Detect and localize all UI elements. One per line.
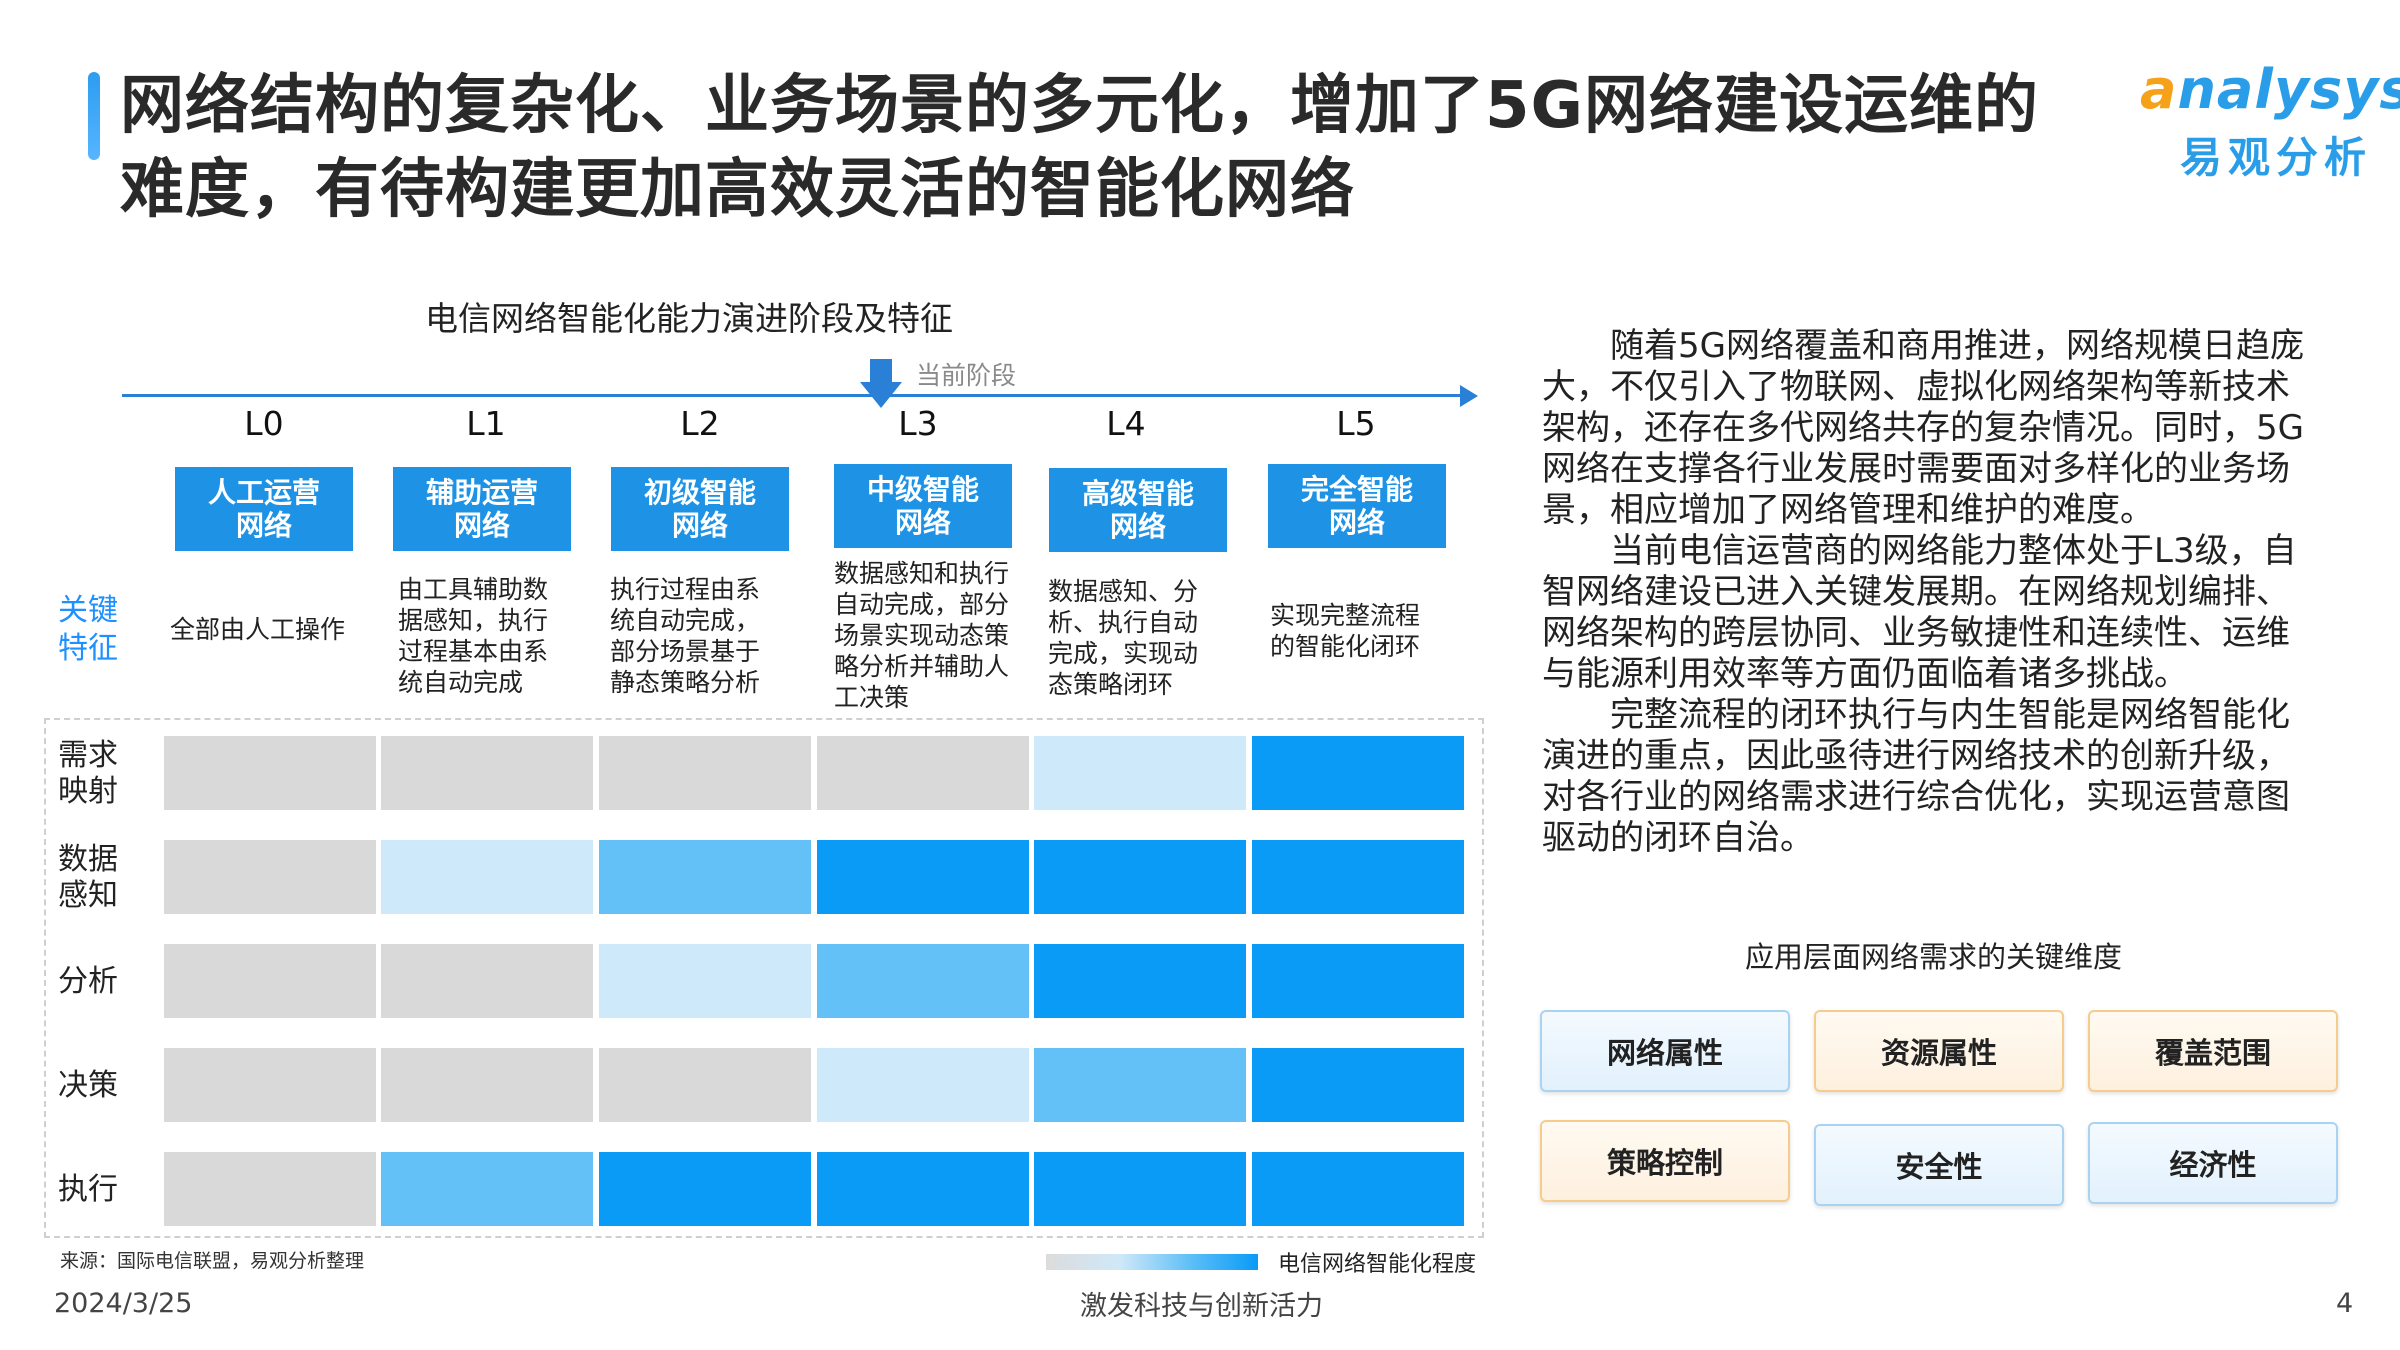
grid-cell (164, 840, 376, 914)
analysys-logo-cn: 易观分析 (2180, 133, 2373, 182)
level-label: L0 (244, 404, 284, 443)
footer-slogan: 激发科技与创新活力 (1080, 1291, 1323, 1322)
level-desc-l5: 实现完整流程的智能化闭环 (1270, 601, 1421, 661)
grid-cell (599, 1152, 811, 1226)
stage-box-l4: 高级智能网络 (1049, 468, 1227, 552)
timeline-axis (122, 394, 1464, 397)
source-note: 来源：国际电信联盟，易观分析整理 (60, 1250, 365, 1272)
level-label: L2 (680, 404, 720, 443)
title-accent-bar (88, 72, 100, 160)
grid-cell (164, 1048, 376, 1122)
chart-title: 电信网络智能化能力演进阶段及特征 (425, 299, 953, 338)
grid-cell (381, 1048, 593, 1122)
stage-box-l2: 初级智能网络 (611, 467, 789, 551)
grid-cell (599, 944, 811, 1018)
row-label: 分析 (58, 964, 118, 999)
dimension-economy: 经济性 (2088, 1122, 2338, 1204)
row-label: 数据 感知 (58, 842, 118, 913)
grid-cell (381, 736, 593, 810)
dimension-network-attr: 网络属性 (1540, 1010, 1790, 1092)
grid-cell (817, 944, 1029, 1018)
level-label: L5 (1336, 404, 1376, 443)
grid-cell (1034, 1152, 1246, 1226)
current-stage-arrow-head-icon (860, 382, 902, 408)
grid-cell (599, 840, 811, 914)
stage-box-l5: 完全智能网络 (1268, 464, 1446, 548)
stage-box-l1: 辅助运营网络 (393, 467, 571, 551)
grid-cell (1034, 736, 1246, 810)
grid-cell (164, 944, 376, 1018)
row-label: 需求 映射 (58, 738, 118, 809)
grid-cell (1034, 840, 1246, 914)
grid-cell (1252, 840, 1464, 914)
grid-cell (1252, 944, 1464, 1018)
footer-date: 2024/3/25 (54, 1288, 193, 1319)
analysys-logo: analysys (2140, 58, 2400, 121)
grid-cell (817, 1048, 1029, 1122)
grid-cell (1034, 944, 1246, 1018)
grid-cell (381, 944, 593, 1018)
level-label: L1 (466, 404, 506, 443)
grid-cell (1252, 1048, 1464, 1122)
dimension-policy-control: 策略控制 (1540, 1120, 1790, 1202)
capability-grid-frame (44, 718, 1484, 1238)
paragraph: 完整流程的闭环执行与内生智能是网络智能化演进的重点，因此亟待进行网络技术的创新升… (1542, 695, 2290, 858)
grid-cell (1252, 1152, 1464, 1226)
stage-box-l3: 中级智能网络 (834, 464, 1012, 548)
grid-cell (1252, 736, 1464, 810)
current-stage-label: 当前阶段 (916, 361, 1017, 390)
current-stage-arrow-icon (870, 359, 892, 383)
grid-cell (817, 736, 1029, 810)
paragraph: 当前电信运营商的网络能力整体处于L3级，自智网络建设已进入关键发展期。在网络规划… (1542, 531, 2297, 694)
level-desc-l3: 数据感知和执行自动完成，部分场景实现动态策略分析并辅助人工决策 (834, 559, 1010, 712)
timeline-arrow-icon (1460, 385, 1478, 407)
dimension-coverage: 覆盖范围 (2088, 1010, 2338, 1092)
level-label: L4 (1106, 404, 1146, 443)
level-desc-l0: 全部由人工操作 (170, 615, 346, 644)
grid-cell (817, 1152, 1029, 1226)
grid-cell (1034, 1048, 1246, 1122)
grid-cell (164, 1152, 376, 1226)
grid-cell (164, 736, 376, 810)
paragraph: 随着5G网络覆盖和商用推进，网络规模日趋庞大，不仅引入了物联网、虚拟化网络架构等… (1542, 326, 2304, 530)
page-title: 网络结构的复杂化、业务场景的多元化，增加了5G网络建设运维的难度，有待构建更加高… (120, 69, 2040, 227)
dimension-resource-attr: 资源属性 (1814, 1010, 2064, 1092)
legend-label: 电信网络智能化程度 (1278, 1252, 1477, 1277)
level-label: L3 (898, 404, 938, 443)
stage-box-l0: 人工运营网络 (175, 467, 353, 551)
key-features-label: 关键特征 (58, 593, 118, 666)
page-number: 4 (2336, 1288, 2354, 1319)
row-label: 执行 (58, 1172, 118, 1207)
level-desc-l1: 由工具辅助数据感知，执行过程基本由系统自动完成 (398, 575, 549, 697)
legend-gradient-bar (1046, 1254, 1258, 1270)
grid-cell (599, 1048, 811, 1122)
grid-cell (381, 840, 593, 914)
row-label: 决策 (58, 1068, 118, 1103)
grid-cell (599, 736, 811, 810)
level-desc-l2: 执行过程由系统自动完成，部分场景基于静态策略分析 (610, 575, 761, 697)
dimension-security: 安全性 (1814, 1124, 2064, 1206)
grid-cell (381, 1152, 593, 1226)
grid-cell (817, 840, 1029, 914)
dimensions-title: 应用层面网络需求的关键维度 (1745, 940, 2123, 974)
level-desc-l4: 数据感知、分析、执行自动完成，实现动态策略闭环 (1048, 577, 1199, 699)
body-text: 随着5G网络覆盖和商用推进，网络规模日趋庞大，不仅引入了物联网、虚拟化网络架构等… (1542, 326, 2322, 859)
